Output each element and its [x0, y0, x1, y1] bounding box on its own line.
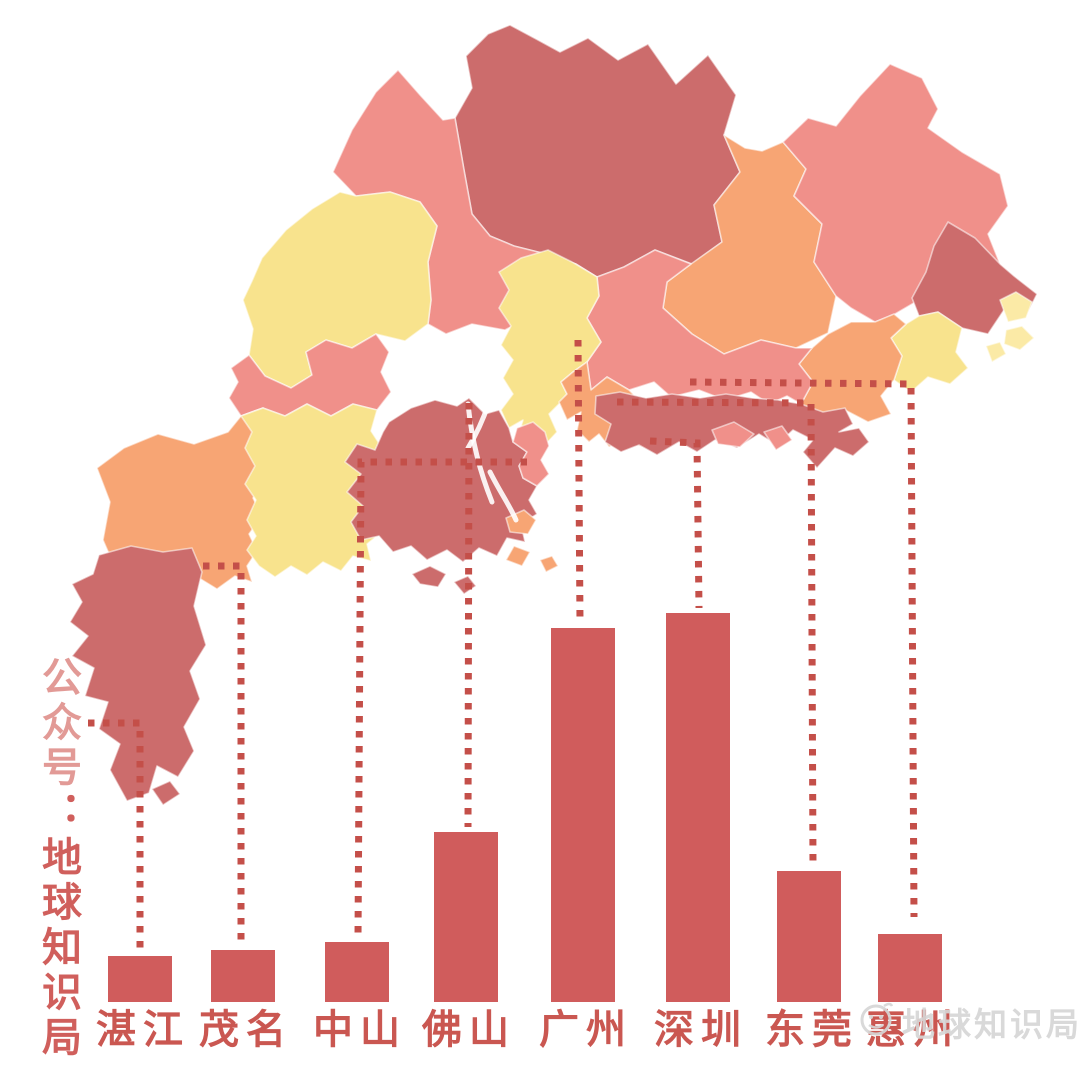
bar-zhanjiang: [108, 956, 172, 1002]
watermark-text: 地球知识局: [902, 1005, 1080, 1044]
bar-chart-bars: [108, 613, 942, 1002]
map-region-south-island-2: [453, 575, 477, 595]
connector-maoming: [203, 562, 245, 945]
bar-label-dongguan: 东莞: [765, 1007, 859, 1053]
bar-label-maoming: 茂名: [199, 1007, 293, 1053]
bar-shenzhen: [666, 613, 730, 1002]
map-region-shantou-1: [999, 291, 1033, 323]
side-caption-rest: ：地球知识局: [35, 791, 81, 1061]
bar-label-zhongshan: 中山: [313, 1007, 407, 1053]
choropleth-map-guangdong: [69, 24, 1038, 806]
map-region-zhanjiang-island: [151, 780, 181, 806]
side-caption-prefix: 公众号: [35, 656, 81, 791]
bar-label-shenzhen: 深圳: [654, 1007, 748, 1053]
bar-label-zhanjiang: 湛江: [96, 1007, 190, 1053]
map-region-zhaoqing: [242, 191, 438, 389]
bar-maoming: [211, 950, 275, 1002]
bar-guangzhou: [551, 628, 615, 1002]
watermark: 地球知识局: [856, 998, 1080, 1046]
bar-foshan: [434, 832, 498, 1002]
dotted-connector-lines: [88, 339, 918, 951]
connector-zhongshan: [354, 458, 527, 938]
map-region-hongkong-island-2: [763, 425, 793, 451]
bar-zhongshan: [325, 942, 389, 1002]
map-region-yunfu: [228, 333, 392, 417]
map-region-shantou-3: [985, 341, 1007, 363]
map-region-shantou-2: [1003, 325, 1035, 351]
earth-face-logo-icon: [856, 998, 896, 1046]
connector-foshan: [464, 402, 473, 828]
connector-dongguan: [616, 398, 817, 868]
map-region-south-island-1: [411, 565, 447, 588]
map-region-zhuhai-2: [505, 545, 531, 567]
map-region-zhuhai-3: [539, 555, 559, 573]
bar-dongguan: [777, 871, 841, 1002]
connector-zhanjiang: [88, 719, 144, 951]
map-region-yangjiang: [240, 403, 387, 578]
pearl-river-channels: [465, 349, 519, 523]
map-region-zhongshan: [512, 421, 550, 487]
connector-shenzhen: [649, 437, 703, 609]
bar-huizhou: [878, 934, 942, 1002]
bar-label-foshan: 佛山: [422, 1007, 516, 1053]
map-region-hongkong-island-1: [711, 421, 755, 448]
side-caption-vertical: 公众号：地球知识局: [35, 656, 81, 1061]
map-region-foshan-jiangmen: [344, 397, 538, 563]
connector-guangzhou: [574, 339, 584, 624]
bar-label-guangzhou: 广州: [539, 1007, 633, 1053]
connector-huizhou: [689, 378, 918, 918]
